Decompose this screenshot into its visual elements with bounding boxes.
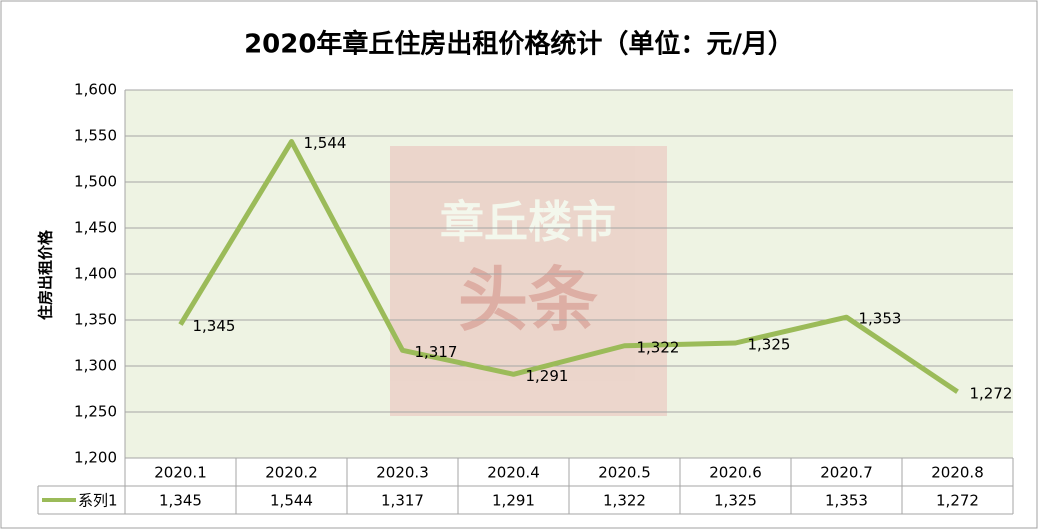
data-label: 1,317 <box>415 343 458 361</box>
y-tick-label: 1,550 <box>74 127 117 145</box>
watermark-text: 头条 <box>458 259 598 341</box>
x-tick-label: 2020.6 <box>709 464 762 482</box>
chart-title: 2020年章丘住房出租价格统计（单位：元/月） <box>244 29 794 60</box>
x-tick-label: 2020.4 <box>487 464 540 482</box>
x-tick-label: 2020.5 <box>598 464 651 482</box>
data-label: 1,544 <box>304 134 347 152</box>
x-tick-label: 2020.2 <box>265 464 318 482</box>
x-tick-label: 2020.8 <box>931 464 984 482</box>
y-tick-label: 1,350 <box>74 311 117 329</box>
y-tick-label: 1,400 <box>74 265 117 283</box>
table-value: 1,291 <box>492 492 535 510</box>
y-tick-label: 1,200 <box>74 449 117 467</box>
y-axis-label: 住房出租价格 <box>37 229 55 320</box>
y-tick-label: 1,500 <box>74 173 117 191</box>
data-label: 1,345 <box>193 317 236 335</box>
table-value: 1,272 <box>936 492 979 510</box>
table-value: 1,544 <box>270 492 313 510</box>
data-label: 1,325 <box>748 336 791 354</box>
watermark-text: 章丘楼市 <box>440 197 616 248</box>
data-line <box>178 139 959 394</box>
x-tick-label: 2020.1 <box>154 464 207 482</box>
table-value: 1,322 <box>603 492 646 510</box>
table-value: 1,317 <box>381 492 424 510</box>
data-label: 1,291 <box>526 367 569 385</box>
table-value: 1,353 <box>825 492 868 510</box>
x-tick-label: 2020.3 <box>376 464 429 482</box>
x-tick-label: 2020.7 <box>820 464 873 482</box>
data-label: 1,353 <box>859 310 902 328</box>
y-tick-label: 1,250 <box>74 403 117 421</box>
y-tick-label: 1,600 <box>74 81 117 99</box>
legend-label: 系列1 <box>78 492 118 510</box>
table-value: 1,345 <box>159 492 202 510</box>
data-label: 1,322 <box>637 338 680 356</box>
y-tick-label: 1,450 <box>74 219 117 237</box>
data-label: 1,272 <box>970 384 1013 402</box>
table-value: 1,325 <box>714 492 757 510</box>
y-tick-label: 1,300 <box>74 357 117 375</box>
